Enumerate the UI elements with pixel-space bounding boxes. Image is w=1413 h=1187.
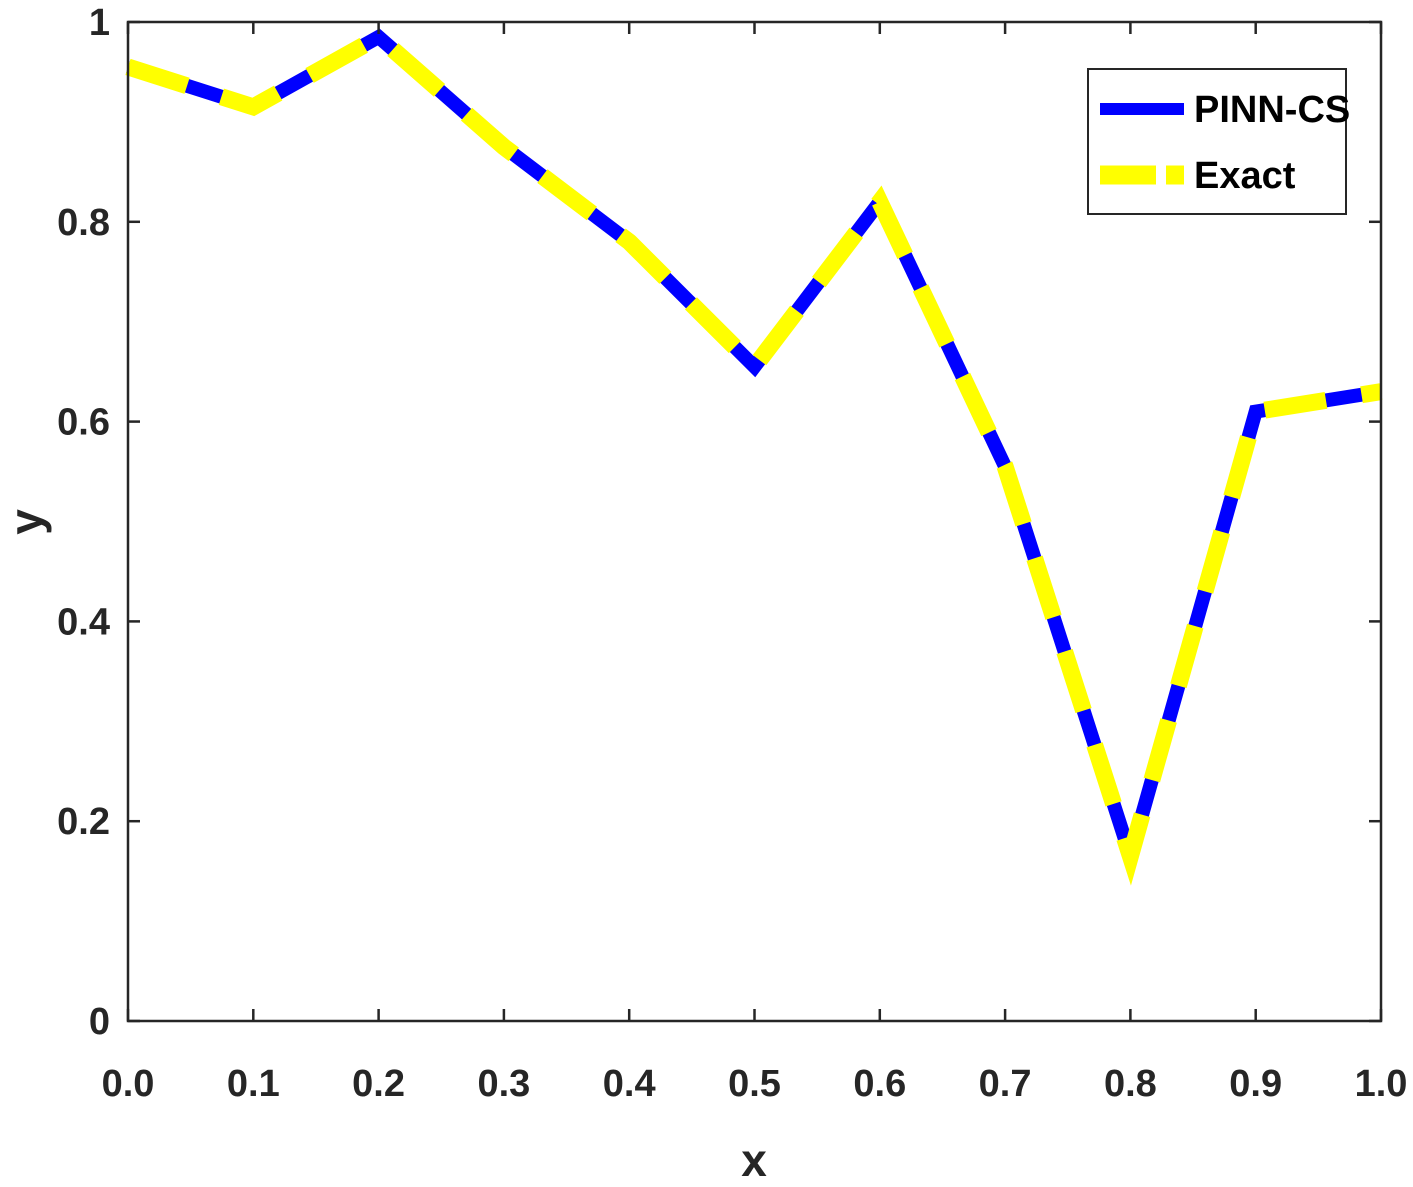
- x-tick-label: 0.2: [352, 1063, 405, 1105]
- x-tick-label: 0.7: [979, 1063, 1032, 1105]
- x-tick-label: 0.4: [603, 1063, 656, 1105]
- series-line-exact: [125, 26, 1383, 886]
- y-tick-label: 1: [89, 2, 110, 44]
- legend-label: Exact: [1194, 155, 1296, 197]
- legend-label: PINN-CS: [1194, 89, 1350, 131]
- series-layer: [125, 26, 1383, 886]
- y-tick-label: 0.8: [57, 202, 110, 244]
- x-tick-label: 0.3: [477, 1063, 530, 1105]
- x-tick-label: 0.0: [102, 1063, 155, 1105]
- legend: PINN-CS Exact: [1087, 68, 1350, 215]
- x-tick-label: 0.5: [728, 1063, 781, 1105]
- legend-box: [1087, 68, 1347, 215]
- x-tick-label: 0.6: [853, 1063, 906, 1105]
- y-tick-label: 0: [89, 1001, 110, 1043]
- x-tick-label: 1.0: [1355, 1063, 1408, 1105]
- y-tick-label: 0.6: [57, 402, 110, 444]
- tick-layer: 0.0 0.1 0.2 0.3 0.4 0.5 0.6 0.7 0.8 0.9 1.0 0 0.2 0.4…: [57, 2, 1407, 1105]
- y-tick-label: 0.2: [57, 801, 110, 843]
- y-tick-label: 0.4: [57, 601, 110, 643]
- x-tick-label: 0.9: [1229, 1063, 1282, 1105]
- x-axis-title: x: [741, 1134, 767, 1186]
- x-tick-label: 0.1: [227, 1063, 280, 1105]
- y-axis-title: y: [0, 509, 52, 535]
- x-tick-label: 0.8: [1104, 1063, 1157, 1105]
